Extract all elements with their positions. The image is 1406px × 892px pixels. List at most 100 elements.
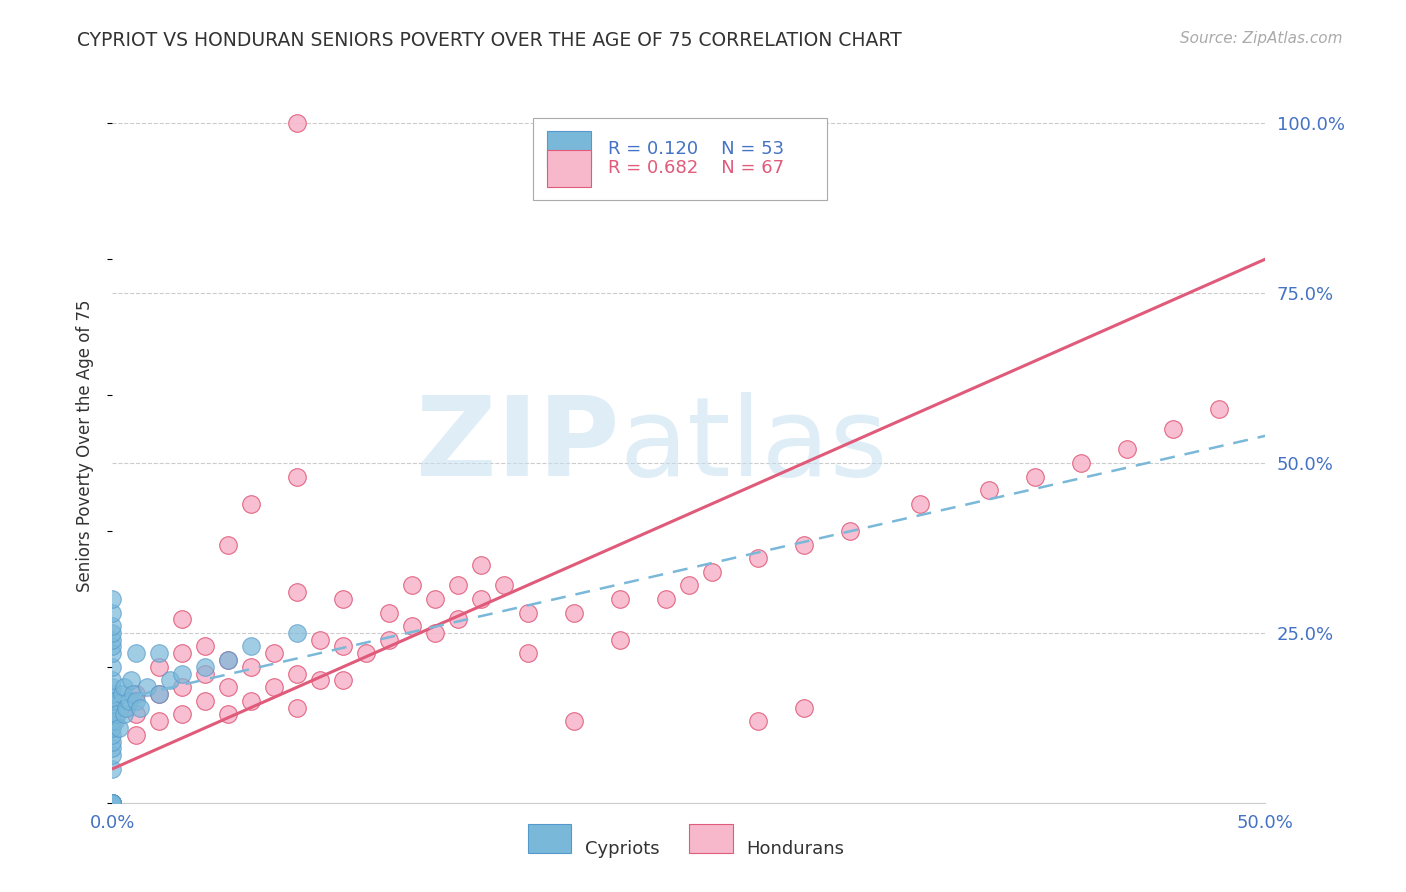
Point xyxy=(170,707,193,722)
Point xyxy=(516,646,538,660)
Point xyxy=(1161,422,1184,436)
Point xyxy=(285,666,308,681)
Point xyxy=(101,796,124,810)
Point xyxy=(101,619,124,633)
Point xyxy=(159,673,181,688)
Point xyxy=(104,714,127,729)
Point xyxy=(562,714,585,729)
Point xyxy=(101,762,124,776)
Point xyxy=(470,591,492,606)
Point xyxy=(285,626,308,640)
Point xyxy=(101,734,124,748)
Point xyxy=(494,578,516,592)
Point xyxy=(101,796,124,810)
Point xyxy=(124,646,146,660)
Point xyxy=(793,700,815,714)
Point xyxy=(309,632,332,647)
Point xyxy=(101,632,124,647)
Point xyxy=(793,537,815,551)
Point xyxy=(309,673,332,688)
Point xyxy=(1024,469,1046,483)
Point xyxy=(239,497,262,511)
Point xyxy=(354,646,377,660)
Point xyxy=(101,796,124,810)
Point xyxy=(1070,456,1092,470)
Point xyxy=(217,680,239,694)
Point xyxy=(239,660,262,674)
Point xyxy=(148,687,170,701)
Point xyxy=(470,558,492,572)
Y-axis label: Seniors Poverty Over the Age of 75: Seniors Poverty Over the Age of 75 xyxy=(76,300,94,592)
Point xyxy=(122,687,145,701)
Point xyxy=(101,694,124,708)
FancyBboxPatch shape xyxy=(547,150,591,187)
Point xyxy=(101,700,124,714)
Point xyxy=(101,796,124,810)
Text: R = 0.682    N = 67: R = 0.682 N = 67 xyxy=(609,160,785,178)
Point xyxy=(104,694,127,708)
Point xyxy=(170,666,193,681)
Point xyxy=(609,591,631,606)
Point xyxy=(239,694,262,708)
Point xyxy=(101,796,124,810)
Point xyxy=(101,660,124,674)
Point xyxy=(908,497,931,511)
Point xyxy=(101,796,124,810)
Point xyxy=(977,483,1000,498)
Point xyxy=(700,565,723,579)
Point xyxy=(101,721,124,735)
Point xyxy=(108,721,131,735)
Point xyxy=(239,640,262,654)
Point xyxy=(425,591,447,606)
Point xyxy=(425,626,447,640)
Point xyxy=(101,714,124,729)
FancyBboxPatch shape xyxy=(547,130,591,168)
Point xyxy=(136,680,159,694)
Point xyxy=(332,673,354,688)
Point xyxy=(1116,442,1139,457)
Point xyxy=(101,694,124,708)
Text: Cypriots: Cypriots xyxy=(585,840,659,858)
Point xyxy=(194,640,217,654)
Point xyxy=(1208,401,1230,416)
Point xyxy=(101,646,124,660)
Text: ZIP: ZIP xyxy=(416,392,620,500)
Point xyxy=(562,606,585,620)
Point xyxy=(101,796,124,810)
Point xyxy=(101,741,124,756)
Point xyxy=(285,585,308,599)
Point xyxy=(117,694,139,708)
Point xyxy=(747,714,769,729)
Point xyxy=(101,796,124,810)
Point xyxy=(170,612,193,626)
Point xyxy=(101,606,124,620)
Point xyxy=(447,612,470,626)
Point xyxy=(332,640,354,654)
Point xyxy=(194,660,217,674)
Point xyxy=(120,673,142,688)
Point xyxy=(148,660,170,674)
Text: Source: ZipAtlas.com: Source: ZipAtlas.com xyxy=(1180,31,1343,46)
FancyBboxPatch shape xyxy=(527,824,571,853)
Point xyxy=(101,796,124,810)
Point xyxy=(170,680,193,694)
Point xyxy=(678,578,700,592)
Point xyxy=(115,700,138,714)
FancyBboxPatch shape xyxy=(689,824,733,853)
Point xyxy=(124,694,146,708)
Point xyxy=(101,591,124,606)
Point xyxy=(101,640,124,654)
Point xyxy=(285,469,308,483)
Point xyxy=(217,537,239,551)
Point xyxy=(112,680,135,694)
Point xyxy=(217,653,239,667)
Point xyxy=(148,687,170,701)
Point xyxy=(217,707,239,722)
Point xyxy=(378,632,401,647)
Point xyxy=(170,646,193,660)
Point xyxy=(101,626,124,640)
Point xyxy=(101,796,124,810)
Point xyxy=(124,728,146,742)
Point xyxy=(401,578,423,592)
Point xyxy=(655,591,678,606)
